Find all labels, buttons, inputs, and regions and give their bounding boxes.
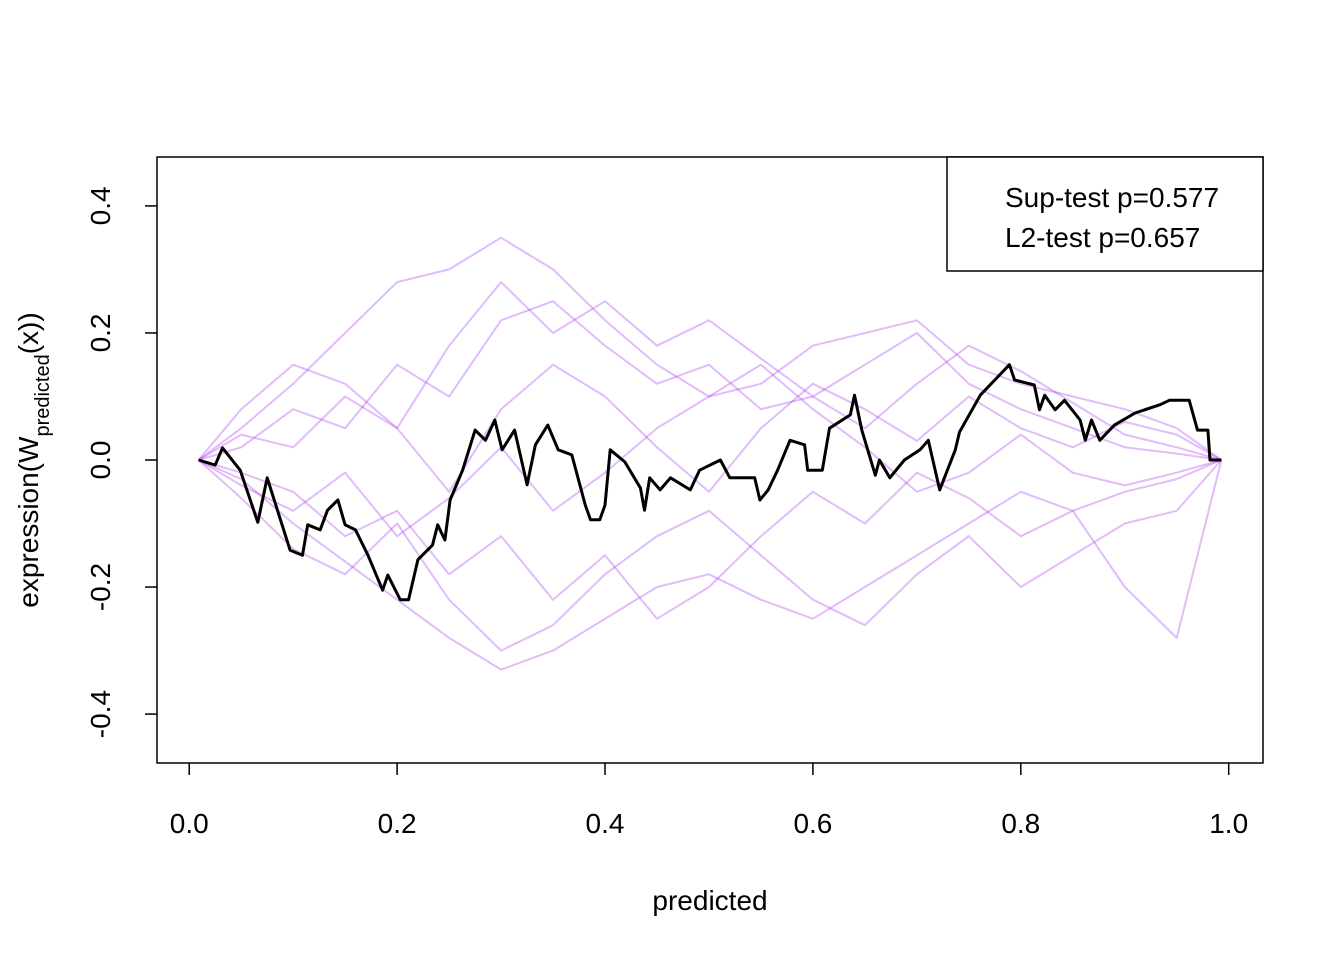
y-axis-label-main: expression(W xyxy=(13,436,44,608)
observed-line xyxy=(198,363,1222,602)
simulated-line xyxy=(198,459,1223,671)
y-tick-label: 0.0 xyxy=(85,441,116,480)
x-tick-label: 0.6 xyxy=(793,808,832,839)
y-tick-label: -0.2 xyxy=(85,563,116,611)
legend-text: Sup-test p=0.577 xyxy=(1005,182,1219,213)
simulated-line xyxy=(197,459,1223,652)
simulated-line xyxy=(198,363,1222,493)
y-tick-label: 0.2 xyxy=(85,313,116,352)
x-tick-label: 1.0 xyxy=(1209,808,1248,839)
x-tick-label: 0.8 xyxy=(1001,808,1040,839)
y-axis-label-tail: (x)) xyxy=(13,312,44,354)
y-axis-label-sub: predicted xyxy=(32,354,54,436)
y-tick-label: 0.4 xyxy=(85,186,116,225)
simulated-line xyxy=(198,363,1222,538)
simulated-line xyxy=(197,281,1222,461)
x-tick-label: 0.0 xyxy=(170,808,209,839)
simulated-line xyxy=(198,236,1222,461)
x-tick-label: 0.2 xyxy=(378,808,417,839)
simulated-line xyxy=(198,459,1222,620)
x-axis-label: predicted xyxy=(652,885,767,916)
simulated-line xyxy=(198,300,1222,461)
legend-text: L2-test p=0.657 xyxy=(1005,222,1200,253)
legend-box xyxy=(946,156,1264,272)
y-axis-label: expression(Wpredicted(x)) xyxy=(13,312,54,607)
y-tick-label: -0.4 xyxy=(85,690,116,738)
x-tick-label: 0.4 xyxy=(586,808,625,839)
